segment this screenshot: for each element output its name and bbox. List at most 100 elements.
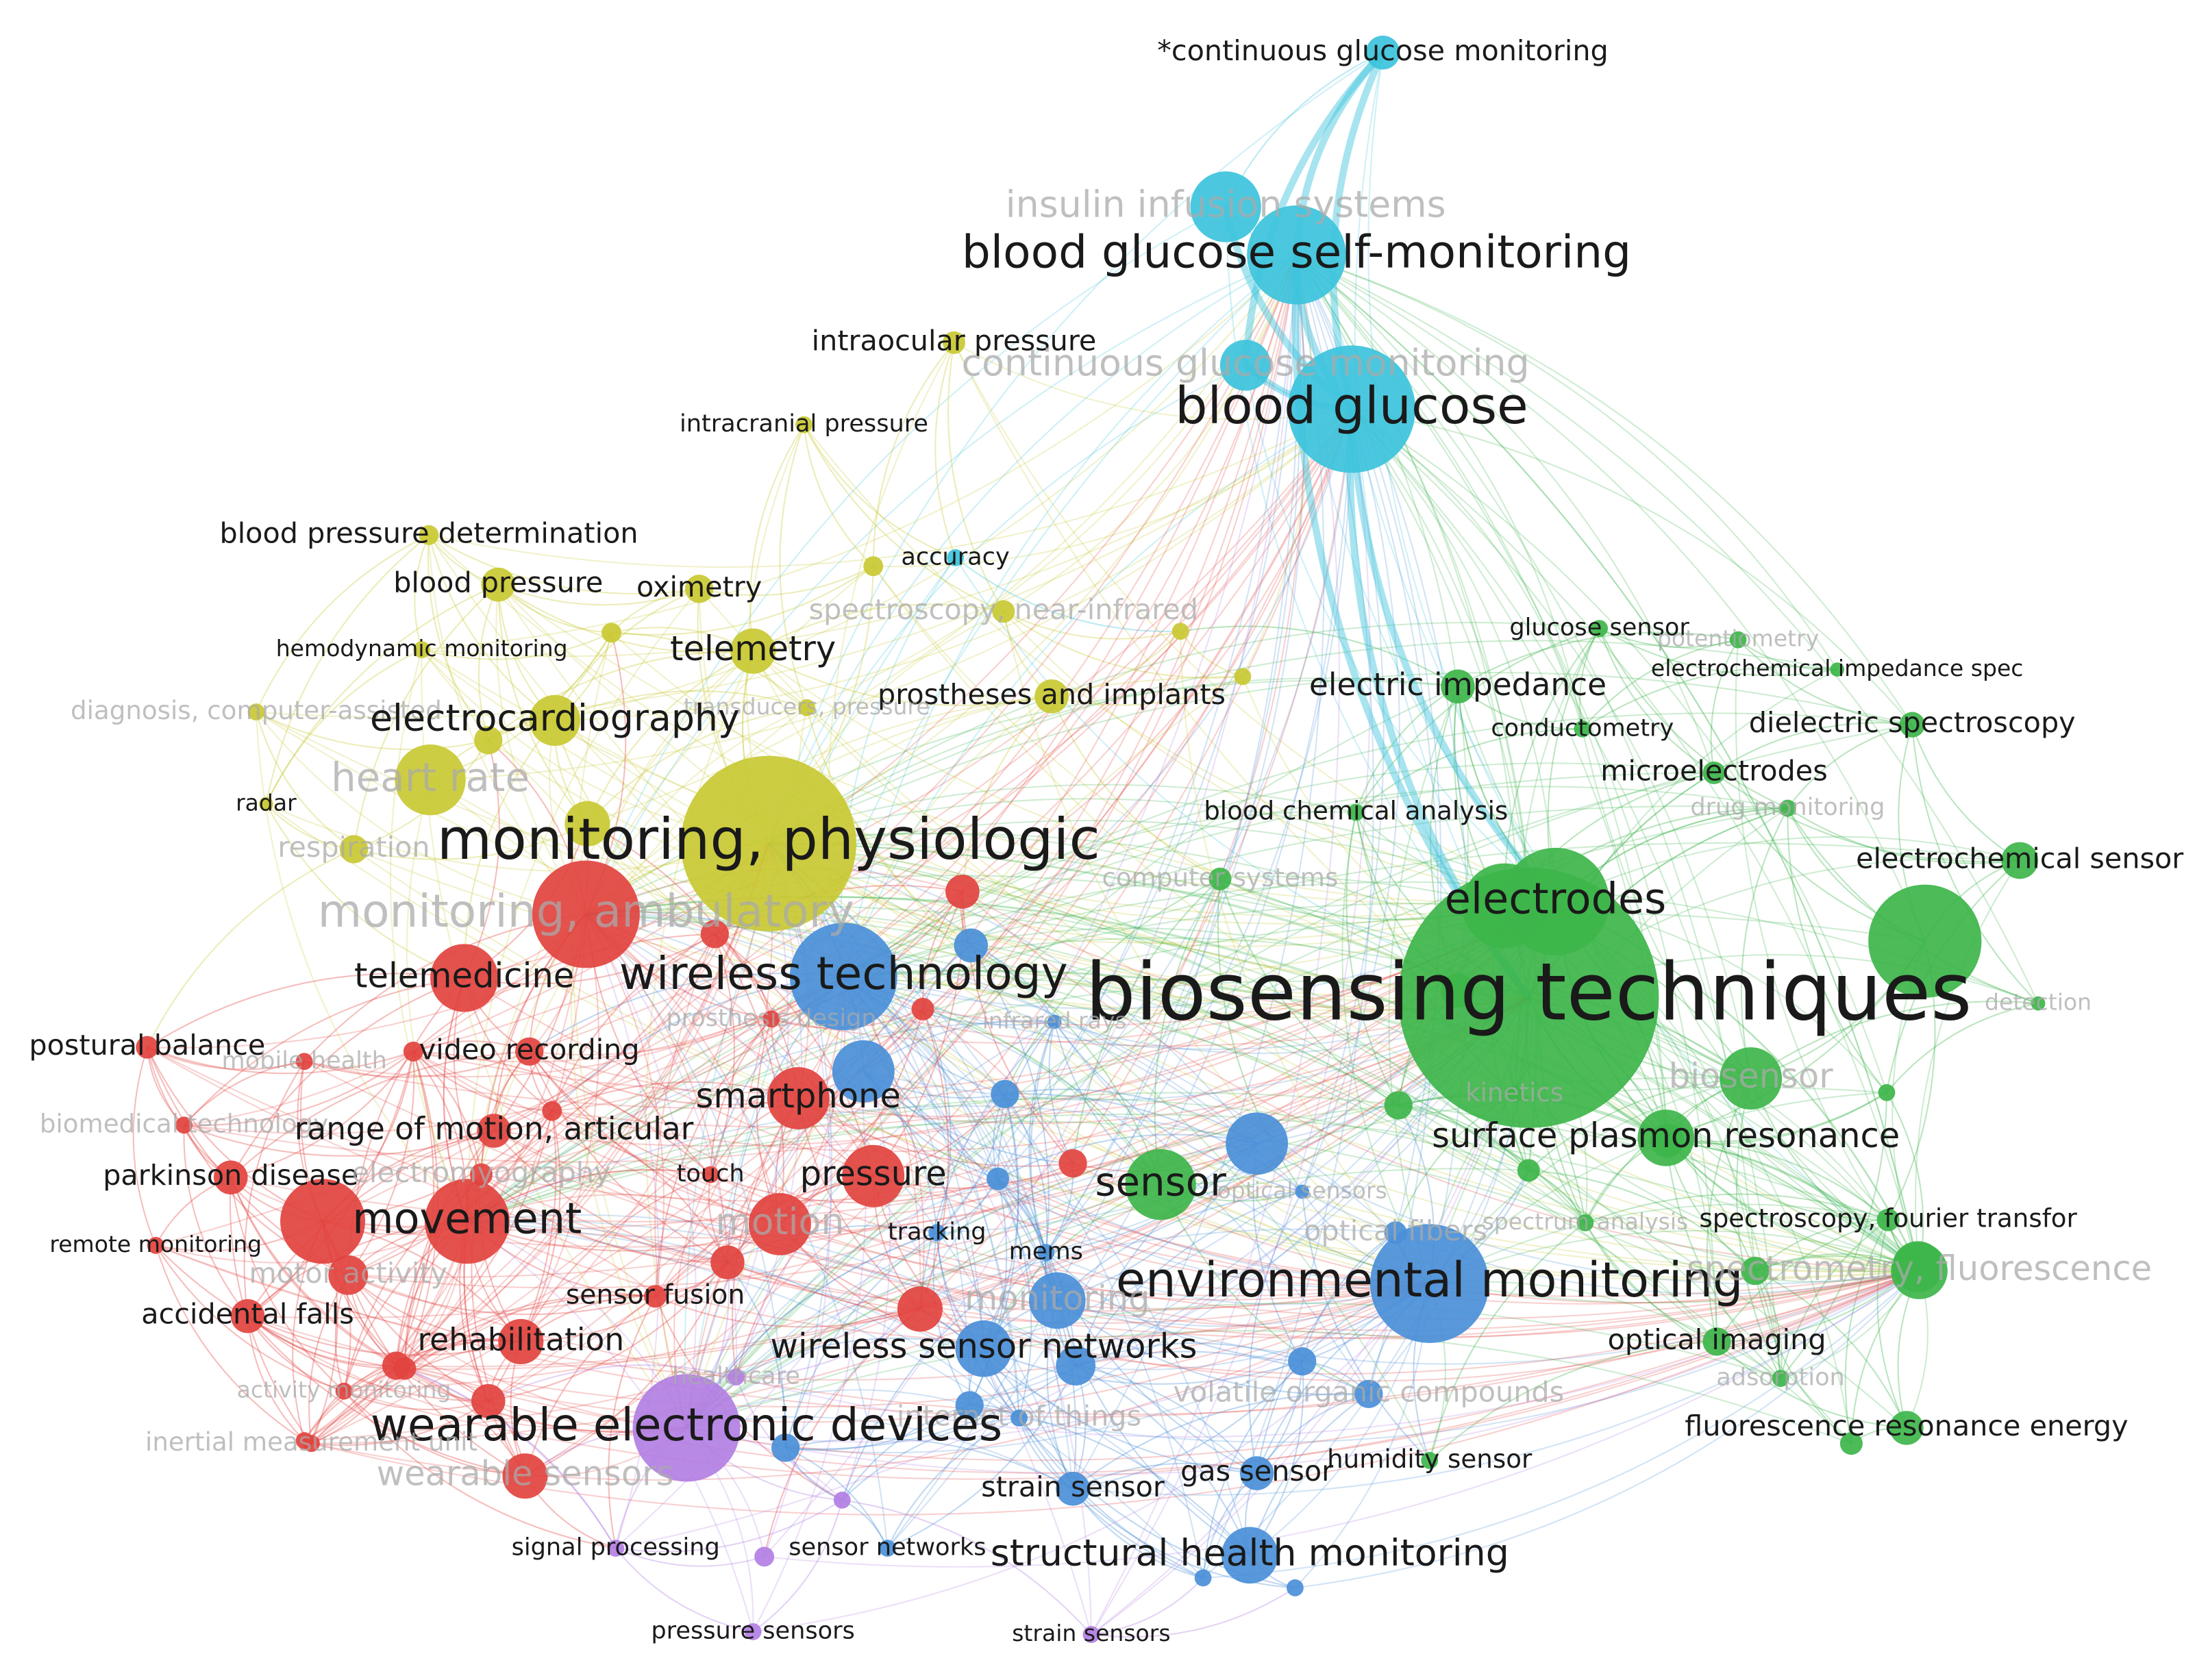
edge bbox=[934, 342, 956, 558]
node bbox=[947, 549, 964, 566]
edge bbox=[343, 843, 769, 1392]
edge bbox=[1072, 1270, 1920, 1496]
node bbox=[1125, 1149, 1196, 1220]
edge bbox=[803, 424, 1004, 612]
edge bbox=[413, 408, 1352, 1053]
edge bbox=[396, 997, 1529, 1368]
edge bbox=[1585, 1222, 1717, 1342]
edge bbox=[1072, 1462, 1257, 1490]
node bbox=[335, 1382, 353, 1400]
edge bbox=[412, 1051, 552, 1112]
node-label: biosensing techniques bbox=[1085, 947, 1972, 1039]
node-label: remote monitoring bbox=[49, 1231, 262, 1257]
edge bbox=[467, 912, 1925, 1223]
node bbox=[832, 1040, 895, 1103]
node-label: signal processing bbox=[512, 1533, 720, 1562]
node-label: electrochemical sensor bbox=[1856, 842, 2183, 875]
edge bbox=[585, 675, 1243, 915]
edge bbox=[767, 254, 1297, 844]
edge bbox=[1075, 1190, 1303, 1366]
edge bbox=[243, 1061, 306, 1316]
edge bbox=[768, 842, 1920, 1272]
edge bbox=[1301, 1231, 1396, 1362]
edge bbox=[1598, 628, 1788, 809]
edge bbox=[404, 997, 1529, 1370]
edge bbox=[1528, 1077, 1751, 1171]
edge bbox=[1398, 1104, 1586, 1223]
edge bbox=[1045, 409, 1353, 1253]
edge bbox=[686, 807, 1788, 1429]
edge bbox=[348, 901, 1556, 1278]
edge bbox=[585, 914, 1092, 1635]
edge bbox=[551, 1110, 1430, 1301]
node-label: strain sensors bbox=[1012, 1620, 1170, 1646]
node-label: intracranial pressure bbox=[680, 410, 928, 438]
node-label: inertial measurement unit bbox=[145, 1427, 477, 1457]
edge bbox=[1075, 1142, 1258, 1366]
node bbox=[1047, 1014, 1062, 1029]
edge bbox=[1248, 1191, 1303, 1474]
node bbox=[419, 525, 439, 545]
edge bbox=[1242, 254, 1313, 677]
edge bbox=[344, 901, 1556, 1392]
edge bbox=[784, 1231, 938, 1449]
node bbox=[1056, 1471, 1090, 1506]
edge bbox=[1598, 628, 1715, 774]
node-label: motion bbox=[715, 1200, 844, 1243]
edge bbox=[1750, 1078, 1918, 1268]
edge bbox=[686, 944, 971, 1429]
edge bbox=[953, 342, 1556, 903]
node-label: diagnosis, computer-assisted bbox=[71, 695, 442, 725]
edge bbox=[1579, 628, 1600, 729]
edge bbox=[430, 408, 1352, 781]
edge bbox=[353, 584, 499, 850]
node bbox=[1288, 1347, 1317, 1376]
edge bbox=[983, 1348, 1303, 1385]
edge bbox=[1754, 1270, 1907, 1429]
edge bbox=[348, 996, 1529, 1289]
edge bbox=[155, 1244, 1920, 1418]
node-label: strain sensor bbox=[981, 1470, 1165, 1503]
node-label: accuracy bbox=[901, 542, 1009, 571]
node-label: blood pressure bbox=[393, 566, 603, 599]
edge bbox=[230, 977, 465, 1178]
edge bbox=[525, 1262, 728, 1477]
node bbox=[744, 1623, 762, 1640]
node bbox=[601, 623, 621, 643]
edge bbox=[735, 1338, 984, 1378]
edge bbox=[551, 1110, 728, 1263]
edge bbox=[1355, 686, 1459, 813]
node bbox=[532, 860, 640, 968]
edge bbox=[1219, 878, 1399, 1106]
node-label: kinetics bbox=[1465, 1077, 1563, 1107]
node bbox=[502, 1453, 548, 1499]
edge bbox=[412, 1051, 1430, 1297]
edge bbox=[467, 1220, 1020, 1419]
edge bbox=[1355, 728, 1583, 814]
node-label: postural balance bbox=[29, 1029, 265, 1062]
edge bbox=[247, 1315, 687, 1432]
edge bbox=[732, 1097, 799, 1377]
node bbox=[710, 1245, 745, 1280]
edge bbox=[1295, 1270, 1920, 1589]
edge bbox=[551, 1081, 799, 1112]
node bbox=[1830, 662, 1845, 677]
edge bbox=[464, 977, 1920, 1297]
edge bbox=[1398, 1105, 1920, 1272]
edge bbox=[493, 1130, 728, 1264]
edge bbox=[493, 1130, 1920, 1340]
edge bbox=[947, 342, 1004, 612]
edge bbox=[768, 842, 1919, 1268]
edge bbox=[343, 1390, 489, 1411]
edge bbox=[155, 1244, 345, 1392]
node-label: oximetry bbox=[636, 571, 762, 603]
edge bbox=[1717, 1266, 1919, 1342]
edge bbox=[551, 933, 715, 1112]
edge bbox=[1398, 1104, 1530, 1171]
edge bbox=[1002, 611, 1430, 1285]
edge bbox=[970, 944, 1050, 1253]
edge bbox=[1072, 1488, 1295, 1589]
edge bbox=[467, 254, 1298, 1223]
edge bbox=[1295, 254, 1920, 1271]
edge bbox=[954, 557, 1181, 633]
